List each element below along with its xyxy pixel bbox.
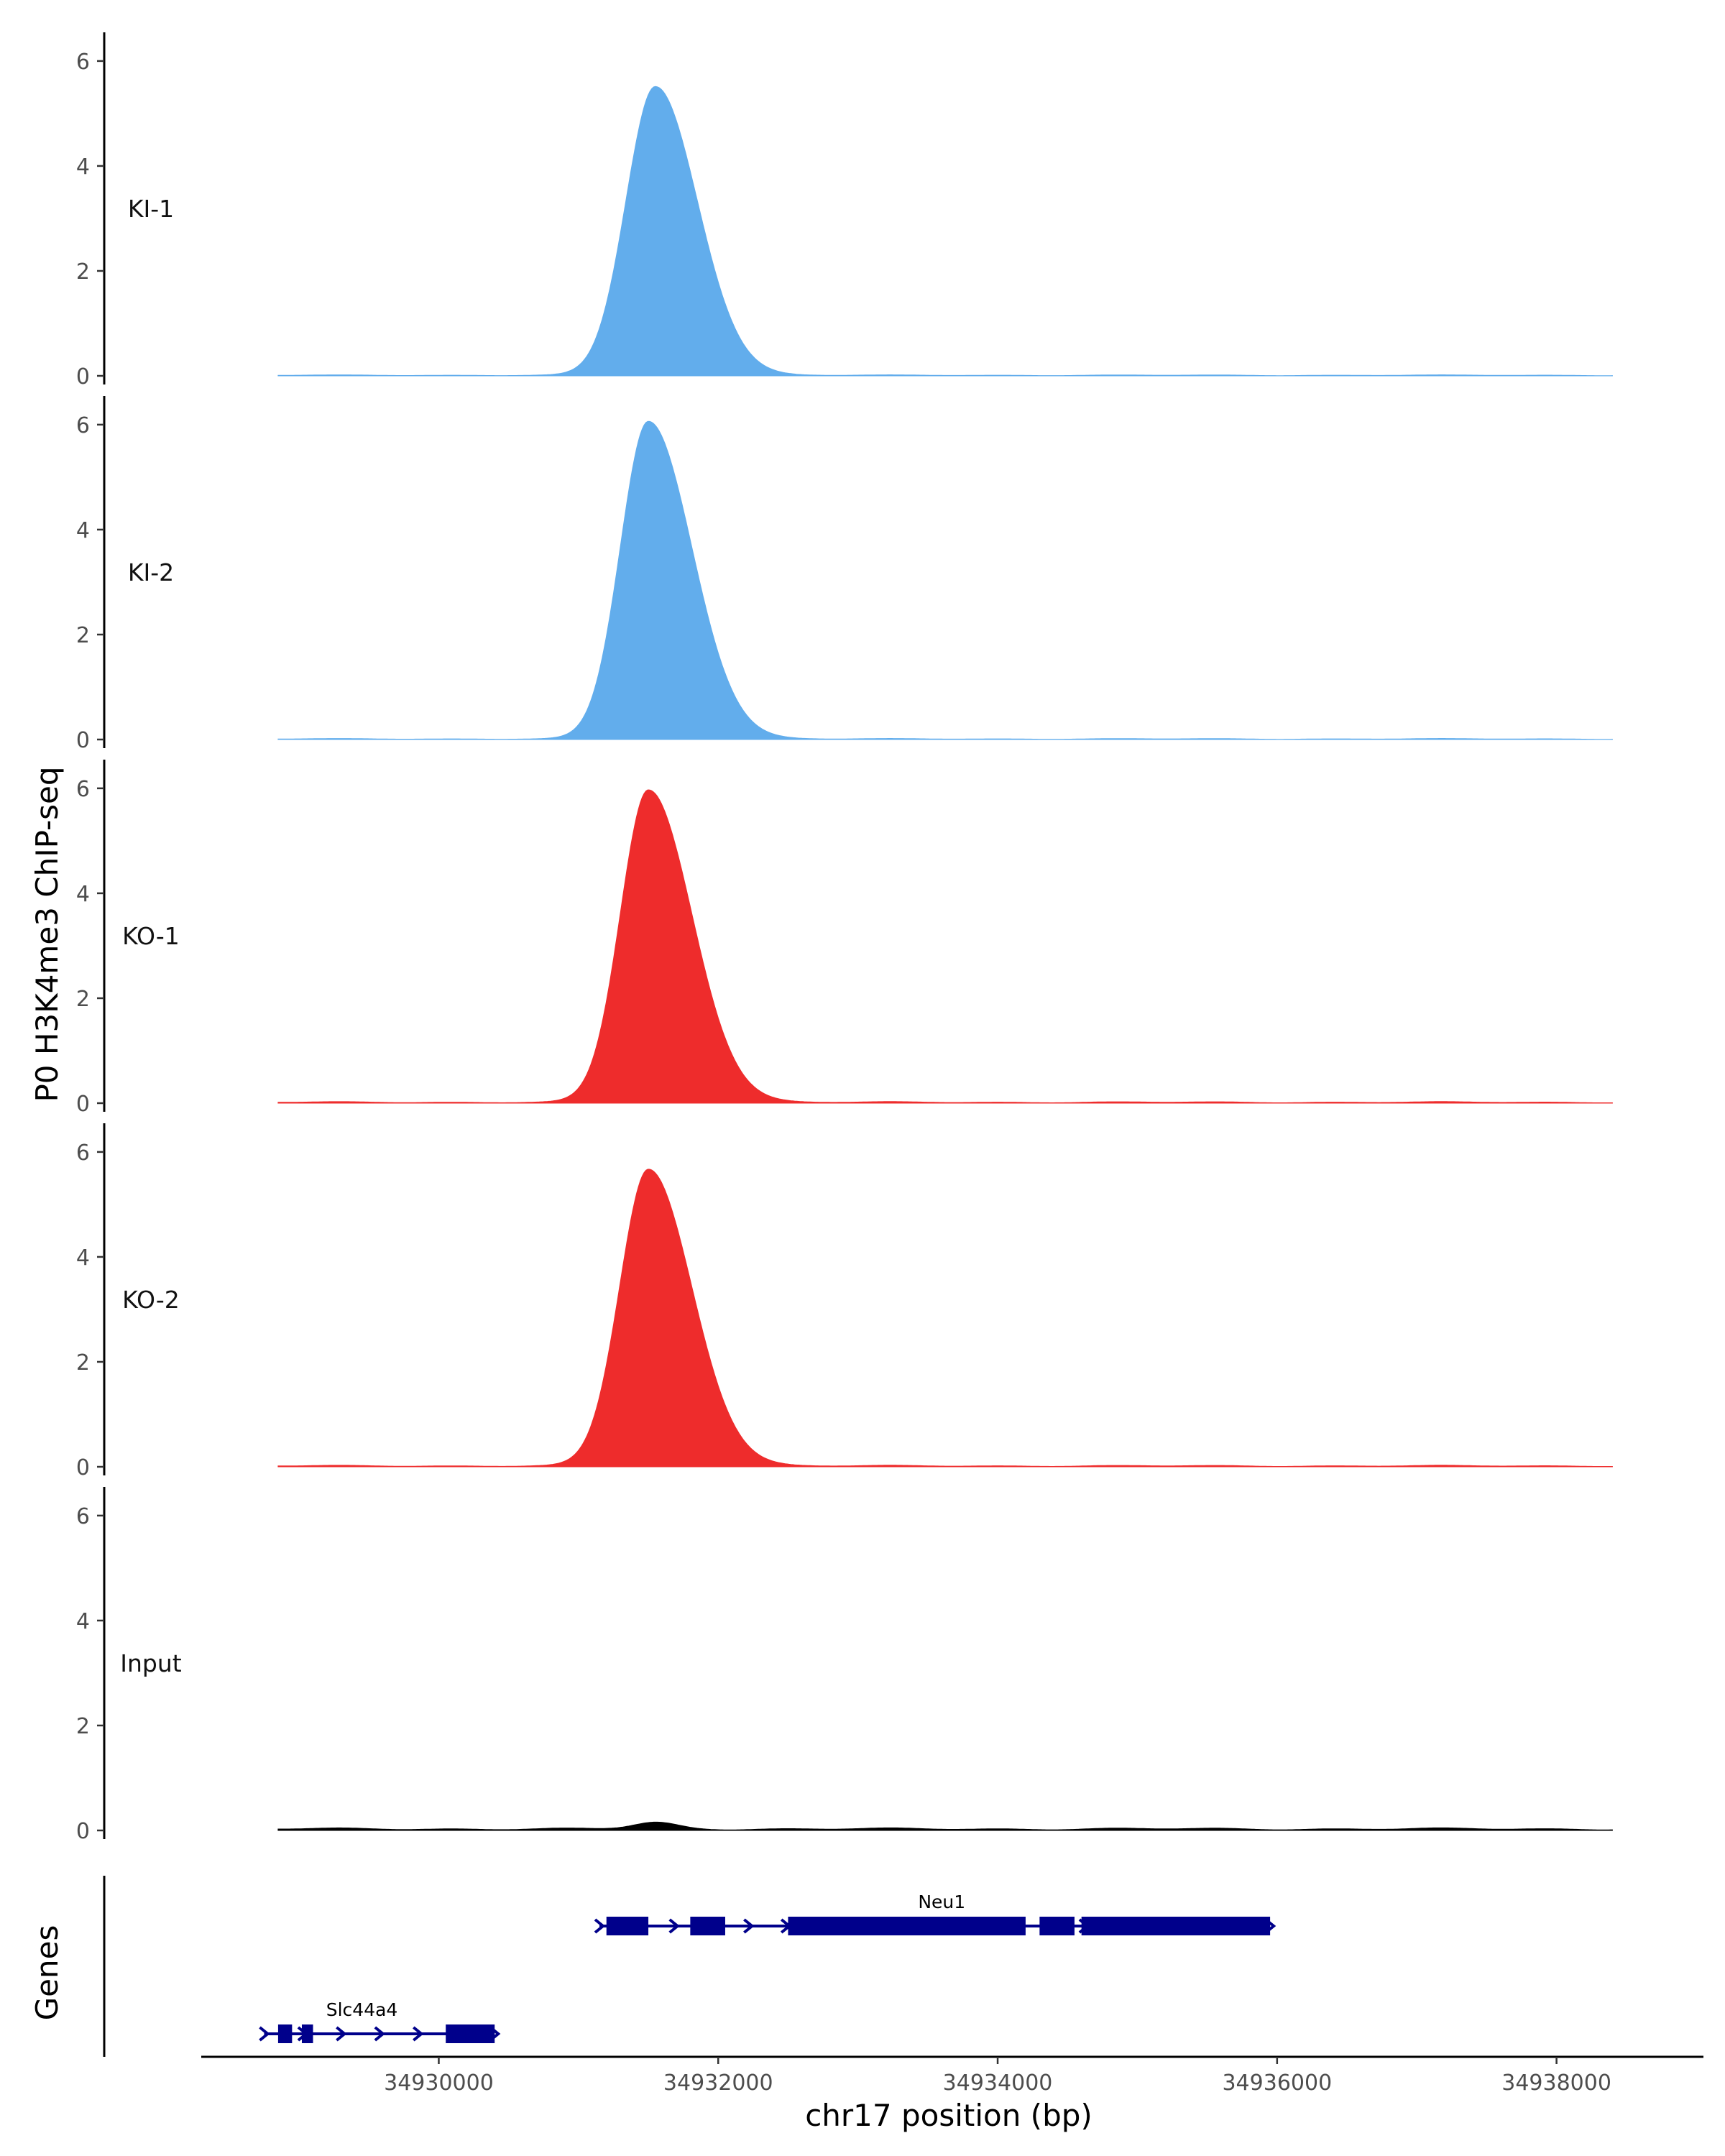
signal-area-ko-1: [277, 789, 1613, 1104]
strand-arrow: [259, 2026, 270, 2042]
gene-exon: [1081, 1917, 1271, 1935]
y-tick-label: 4: [76, 1609, 90, 1634]
strand-arrow: [413, 2026, 424, 2042]
gene-label: Slc44a4: [326, 1999, 398, 2020]
genes-axis-title: Genes: [29, 1925, 65, 2021]
gene-exon: [277, 2024, 293, 2043]
track-ki-2: 0 2 4 6 KI-2: [76, 396, 1613, 753]
y-tick-label: 0: [76, 728, 90, 753]
track-label: KI-1: [128, 195, 174, 223]
track-ki-1: 0 2 4 6 KI-1: [76, 32, 1613, 390]
gene-exon: [301, 2024, 313, 2043]
signal-area-input: [277, 1821, 1613, 1831]
strand-arrow: [743, 1918, 755, 1934]
y-tick-label: 6: [76, 777, 90, 802]
x-tick-label: 34930000: [384, 2070, 494, 2096]
y-tick-label: 4: [76, 155, 90, 180]
strand-arrow: [336, 2026, 347, 2042]
gene-exon: [606, 1917, 649, 1935]
y-tick-label: 2: [76, 987, 90, 1012]
x-tick-label: 34938000: [1501, 2070, 1611, 2096]
track-label: Input: [120, 1649, 182, 1677]
gene-exon: [788, 1917, 1026, 1935]
signal-area-ki-2: [277, 420, 1613, 740]
y-tick-label: 4: [76, 882, 90, 907]
y-tick-label: 2: [76, 259, 90, 285]
y-tick-label: 4: [76, 1245, 90, 1271]
x-tick-label: 34932000: [663, 2070, 773, 2096]
track-ko-1: 0 2 4 6 KO-1: [76, 760, 1613, 1117]
gene-exon: [446, 2024, 495, 2043]
signal-tracks: 0 2 4 6 KI-1 0 2 4 6 KI-2 0 2 4 6 KO-1 0 2 4 6 KO-2 0 2 4 6 Inpu…: [76, 32, 1613, 1844]
x-axis: 34930000 34932000 34934000 34936000 34938000: [201, 2055, 1703, 2096]
y-tick-label: 0: [76, 1819, 90, 1844]
strand-arrow: [668, 1918, 680, 1934]
x-tick-label: 34936000: [1222, 2070, 1332, 2096]
gene-neu1: Neu1: [594, 1892, 1276, 1935]
genes-panel: Neu1 Slc44a4: [103, 1876, 1276, 2057]
y-axis-title: P0 H3K4me3 ChIP-seq: [29, 766, 65, 1102]
y-tick-label: 6: [76, 413, 90, 438]
y-tick-label: 0: [76, 1455, 90, 1480]
gene-slc44a4: Slc44a4: [259, 1999, 501, 2043]
gene-label: Neu1: [918, 1892, 965, 1912]
track-label: KO-2: [122, 1286, 180, 1314]
gene-exon: [690, 1917, 725, 1935]
signal-area-ki-1: [277, 86, 1613, 377]
y-tick-label: 2: [76, 623, 90, 648]
y-tick-label: 6: [76, 50, 90, 75]
track-label: KO-1: [122, 922, 180, 950]
strand-arrow: [594, 1918, 606, 1934]
track-label: KI-2: [128, 558, 174, 586]
x-axis-title: chr17 position (bp): [805, 2098, 1092, 2133]
y-tick-label: 4: [76, 518, 90, 543]
track-input: 0 2 4 6 Input: [76, 1487, 1613, 1844]
y-tick-label: 0: [76, 1092, 90, 1117]
y-tick-label: 6: [76, 1504, 90, 1529]
x-tick-label: 34934000: [943, 2070, 1053, 2096]
y-tick-label: 6: [76, 1141, 90, 1166]
gene-exon: [1039, 1917, 1075, 1935]
signal-area-ko-2: [277, 1169, 1613, 1468]
track-ko-2: 0 2 4 6 KO-2: [76, 1123, 1613, 1480]
y-tick-label: 0: [76, 364, 90, 390]
strand-arrow: [374, 2026, 386, 2042]
y-tick-label: 2: [76, 1714, 90, 1739]
y-tick-label: 2: [76, 1350, 90, 1376]
